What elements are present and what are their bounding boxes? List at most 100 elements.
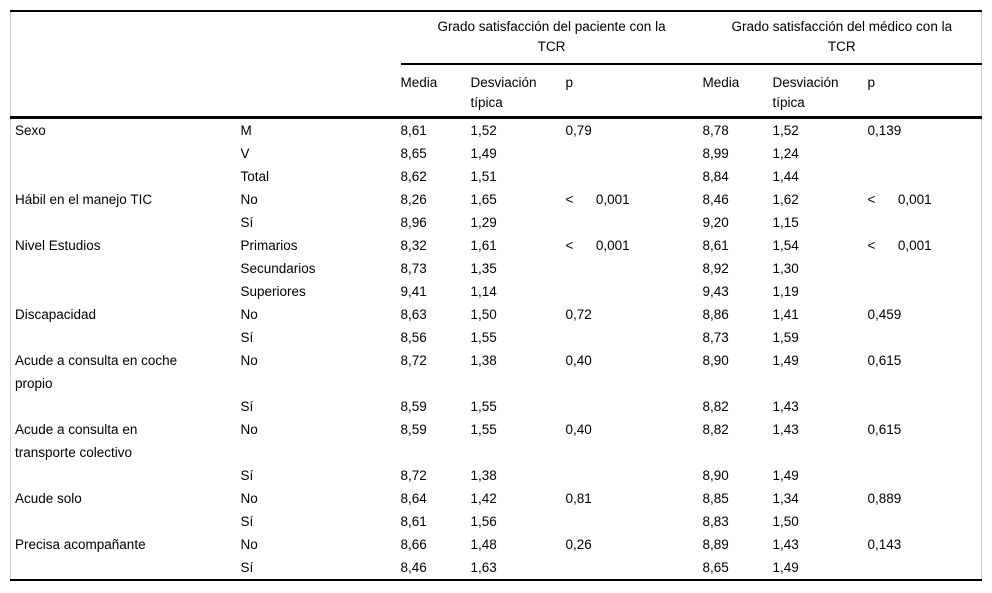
- cell-p-paciente: [566, 326, 703, 349]
- satisfaction-table: Grado satisfacción del paciente con la T…: [10, 10, 983, 581]
- subheader-row: Media Desviación típica p Media Desviaci…: [10, 64, 982, 119]
- table-body: Sexo M 8,61 1,52 0,79 8,78 1,52 0,139 V 8,65 1,49 8…: [11, 117, 982, 580]
- table-row: Hábil en el manejo TIC No 8,26 1,65 < 0,001 8…: [11, 188, 982, 211]
- cell-p-paciente: 0,40: [565, 421, 592, 437]
- cell-media-paciente: 8,46: [400, 559, 427, 575]
- table-row: V 8,65 1,49 8,99 1,24: [11, 142, 982, 165]
- row-label: Nivel Estudios: [15, 237, 101, 253]
- row-category: Sí: [240, 398, 254, 414]
- cell-sd-paciente: 1,38: [470, 352, 497, 368]
- cell-media-paciente: 8,73: [400, 260, 427, 276]
- cell-sd-medico: 1,54: [772, 237, 799, 253]
- cell-sd-paciente: 1,52: [470, 122, 497, 138]
- cell-p-paciente: [566, 395, 703, 418]
- cell-media-paciente: 8,64: [400, 490, 427, 506]
- row-label: Acude solo: [15, 490, 82, 506]
- cell-sd-paciente: 1,48: [470, 536, 497, 552]
- cell-p-paciente: 0,79: [565, 122, 592, 138]
- row-category: No: [240, 352, 258, 368]
- cell-sd-medico: 1,15: [772, 214, 799, 230]
- cell-media-paciente: 8,65: [400, 145, 427, 161]
- cell-sd-paciente: 1,56: [470, 513, 497, 529]
- row-label: [11, 280, 241, 303]
- cell-p-medico: 0,615: [867, 352, 902, 368]
- cell-sd-medico: 1,50: [772, 513, 799, 529]
- cell-p-paciente: [566, 142, 703, 165]
- cell-sd-medico: 1,62: [772, 191, 799, 207]
- table-row: Nivel Estudios Primarios 8,32 1,61 < 0,001 8,…: [11, 234, 982, 257]
- cell-sd-medico: 1,49: [772, 467, 799, 483]
- cell-sd-medico: 1,49: [772, 352, 799, 368]
- table-header: Grado satisfacción del paciente con la T…: [10, 11, 982, 119]
- table-row: Sí 8,61 1,56 8,83 1,50: [11, 510, 982, 533]
- cell-p-paciente: [566, 510, 703, 533]
- cell-p-medico: 0,615: [867, 421, 902, 437]
- cell-sd-paciente: 1,50: [470, 306, 497, 322]
- cell-media-paciente: 8,62: [400, 168, 427, 184]
- cell-media-paciente: 8,26: [400, 191, 427, 207]
- row-category: No: [240, 191, 258, 207]
- row-category: Secundarios: [240, 260, 316, 276]
- cell-media-paciente: 8,66: [400, 536, 427, 552]
- cell-p-medico: [868, 257, 982, 280]
- table-row: Sexo M 8,61 1,52 0,79 8,78 1,52 0,139: [11, 117, 982, 142]
- header-spacer-cell: [11, 11, 401, 64]
- cell-p-paciente: [566, 556, 703, 580]
- cell-sd-medico: 1,41: [772, 306, 799, 322]
- group-header-row: Grado satisfacción del paciente con la T…: [11, 11, 982, 65]
- cell-media-medico: 8,82: [702, 398, 729, 414]
- subheader-spacer-cell: [10, 64, 401, 119]
- cell-sd-medico: 1,52: [772, 122, 799, 138]
- table-row: Sí 8,56 1,55 8,73 1,59: [11, 326, 982, 349]
- column-header-p-medico: p: [867, 64, 982, 119]
- cell-media-paciente: 8,63: [400, 306, 427, 322]
- cell-media-paciente: 8,96: [400, 214, 427, 230]
- row-label: Acude a consulta en coche propio: [15, 352, 178, 391]
- group-header-paciente: Grado satisfacción del paciente con la T…: [400, 11, 703, 65]
- cell-media-medico: 8,61: [702, 237, 729, 253]
- cell-sd-paciente: 1,61: [470, 237, 497, 253]
- cell-p-medico: 0,889: [867, 490, 902, 506]
- cell-sd-paciente: 1,55: [470, 398, 497, 414]
- table-row: Acude solo No 8,64 1,42 0,81 8,85 1,34 0,889: [11, 487, 982, 510]
- row-label: Hábil en el manejo TIC: [15, 191, 153, 207]
- cell-sd-medico: 1,43: [772, 536, 799, 552]
- row-label: [11, 326, 241, 349]
- row-label: Discapacidad: [15, 306, 97, 322]
- cell-sd-paciente: 1,14: [470, 283, 497, 299]
- cell-p-medico: [868, 326, 982, 349]
- row-category: Sí: [240, 214, 254, 230]
- row-label: [11, 165, 241, 188]
- cell-p-medico: < 0,001: [867, 237, 932, 253]
- cell-media-medico: 8,73: [702, 329, 729, 345]
- row-category: V: [240, 145, 250, 161]
- cell-sd-paciente: 1,65: [470, 191, 497, 207]
- table-row: Acude a consulta en transporte colectivo…: [11, 418, 982, 464]
- cell-p-paciente: [566, 280, 703, 303]
- cell-media-paciente: 8,56: [400, 329, 427, 345]
- row-label: Precisa acompañante: [15, 536, 146, 552]
- cell-sd-medico: 1,43: [772, 398, 799, 414]
- cell-sd-medico: 1,49: [772, 559, 799, 575]
- column-header-media-paciente: Media: [400, 64, 471, 119]
- cell-p-medico: [868, 165, 982, 188]
- table-row: Superiores 9,41 1,14 9,43 1,19: [11, 280, 982, 303]
- table-row: Sí 8,96 1,29 9,20 1,15: [11, 211, 982, 234]
- row-category: Sí: [240, 513, 254, 529]
- group-header-medico: Grado satisfacción del médico con la TCR: [702, 11, 982, 65]
- row-label: [11, 211, 241, 234]
- cell-media-paciente: 8,61: [400, 513, 427, 529]
- cell-media-medico: 8,92: [702, 260, 729, 276]
- table-row: Total 8,62 1,51 8,84 1,44: [11, 165, 982, 188]
- table-row: Acude a consulta en coche propio No 8,72 1,…: [11, 349, 982, 395]
- row-category: Sí: [240, 559, 254, 575]
- table-row: Sí 8,46 1,63 8,65 1,49: [11, 556, 982, 580]
- cell-p-medico: 0,143: [867, 536, 902, 552]
- cell-sd-paciente: 1,38: [470, 467, 497, 483]
- row-category: Primarios: [240, 237, 298, 253]
- column-header-sd-paciente: Desviación típica: [470, 64, 566, 119]
- cell-p-medico: 0,459: [867, 306, 902, 322]
- cell-sd-medico: 1,59: [772, 329, 799, 345]
- cell-media-paciente: 8,32: [400, 237, 427, 253]
